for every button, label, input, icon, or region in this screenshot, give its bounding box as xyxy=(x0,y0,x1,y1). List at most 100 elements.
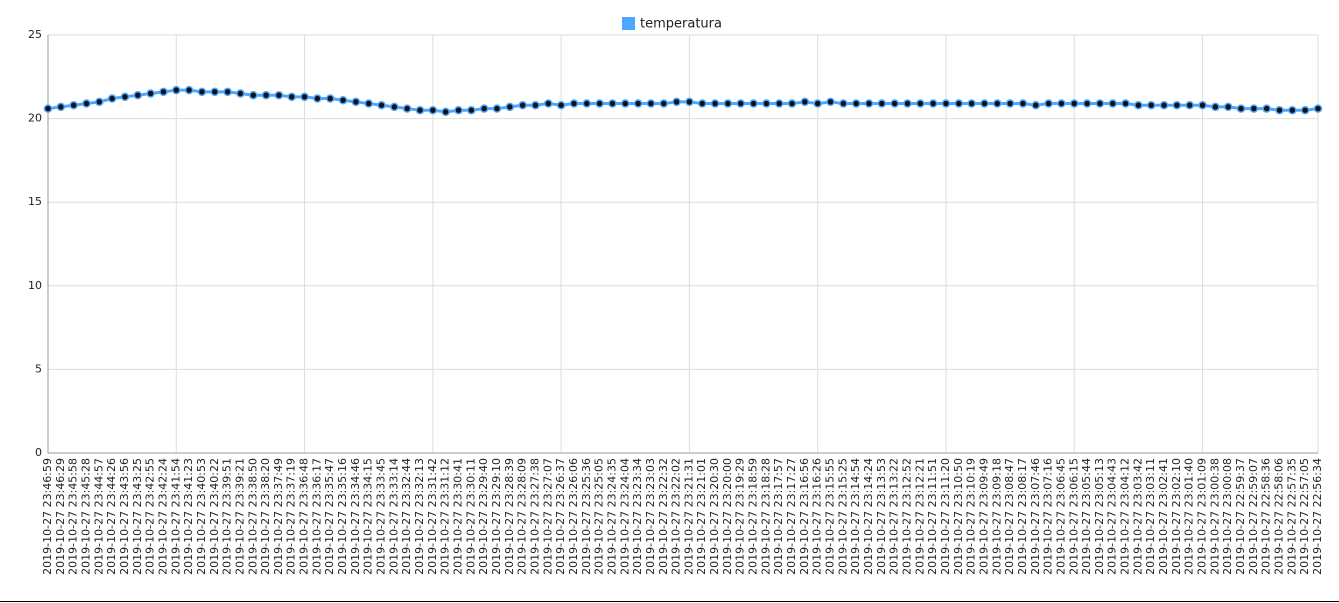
data-point xyxy=(107,94,117,103)
x-tick-label: 2019-10-27 23:12:52 xyxy=(900,458,913,575)
data-point xyxy=(492,104,502,113)
data-point xyxy=(569,99,579,108)
x-tick-label: 2019-10-27 23:07:16 xyxy=(1042,458,1055,575)
x-tick-label: 2019-10-27 22:57:05 xyxy=(1298,458,1311,575)
data-point xyxy=(1223,102,1233,112)
data-point xyxy=(1288,105,1297,115)
x-tick-label: 2019-10-27 23:27:07 xyxy=(541,458,554,575)
data-point xyxy=(916,99,925,108)
data-point xyxy=(877,99,887,108)
data-point xyxy=(184,85,194,95)
x-tick-label: 2019-10-27 23:08:47 xyxy=(1003,458,1016,575)
data-point xyxy=(531,100,540,110)
x-tick-label: 2019-10-27 23:14:24 xyxy=(862,458,875,575)
x-tick-label: 2019-10-27 23:35:16 xyxy=(336,458,349,575)
data-point xyxy=(595,99,604,108)
data-point xyxy=(377,100,386,110)
x-tick-label: 2019-10-27 22:58:06 xyxy=(1273,458,1286,575)
x-tick-label: 2019-10-27 23:18:59 xyxy=(747,458,760,575)
data-point xyxy=(313,94,322,103)
x-tick-label: 2019-10-27 23:10:19 xyxy=(965,458,978,575)
x-tick-label: 2019-10-27 23:30:11 xyxy=(464,458,477,575)
x-tick-label: 2019-10-27 23:35:47 xyxy=(323,458,336,575)
data-point xyxy=(993,99,1002,108)
x-tick-label: 2019-10-27 23:30:41 xyxy=(452,458,465,575)
y-tick-label: 0 xyxy=(35,446,42,459)
data-point xyxy=(710,99,720,108)
x-tick-label: 2019-10-27 23:02:41 xyxy=(1157,458,1170,575)
x-tick-label: 2019-10-27 23:25:05 xyxy=(593,458,606,575)
data-point xyxy=(800,97,810,107)
data-point xyxy=(967,99,976,108)
data-point xyxy=(1044,99,1053,108)
x-tick-label: 2019-10-27 23:07:46 xyxy=(1029,458,1042,575)
x-tick-label: 2019-10-27 23:01:40 xyxy=(1183,458,1196,575)
data-point xyxy=(56,102,66,112)
data-point xyxy=(1211,102,1220,112)
data-point xyxy=(621,99,630,108)
x-tick-label: 2019-10-27 23:01:09 xyxy=(1196,458,1209,575)
data-point xyxy=(402,104,412,113)
x-tick-label: 2019-10-27 23:00:38 xyxy=(1208,458,1221,575)
x-tick-label: 2019-10-27 23:06:45 xyxy=(1054,458,1067,575)
x-tick-label: 2019-10-27 23:38:50 xyxy=(246,458,259,575)
data-point xyxy=(441,107,450,117)
x-tick-label: 2019-10-27 23:43:56 xyxy=(118,458,131,575)
data-point xyxy=(1121,99,1130,108)
x-tick-label: 2019-10-27 23:40:53 xyxy=(195,458,208,575)
data-point xyxy=(351,97,361,107)
x-tick-label: 2019-10-27 22:58:36 xyxy=(1260,458,1273,575)
data-point xyxy=(300,92,309,102)
data-point xyxy=(274,90,284,100)
x-tick-label: 2019-10-27 23:43:25 xyxy=(131,458,144,575)
data-point xyxy=(120,92,130,102)
x-tick-label: 2019-10-27 23:44:26 xyxy=(105,458,118,575)
x-tick-label: 2019-10-27 23:09:18 xyxy=(990,458,1003,575)
x-tick-label: 2019-10-27 23:31:42 xyxy=(426,458,439,575)
x-tick-label: 2019-10-27 23:08:17 xyxy=(1016,458,1029,575)
x-tick-label: 2019-10-27 23:26:06 xyxy=(567,458,580,575)
x-tick-label: 2019-10-27 23:40:22 xyxy=(208,458,221,575)
y-tick-label: 20 xyxy=(28,112,42,125)
data-point xyxy=(633,99,643,108)
x-tick-label: 2019-10-27 23:28:09 xyxy=(516,458,529,575)
data-point xyxy=(146,89,155,98)
data-point xyxy=(851,99,861,108)
y-tick-label: 25 xyxy=(28,28,42,41)
x-tick-label: 2019-10-27 23:14:54 xyxy=(849,458,862,575)
data-point xyxy=(826,97,835,107)
data-point xyxy=(1300,105,1310,115)
data-point xyxy=(1262,104,1271,113)
data-point xyxy=(197,87,207,97)
x-tick-label: 2019-10-27 23:37:19 xyxy=(285,458,298,575)
x-tick-label: 2019-10-27 23:06:15 xyxy=(1067,458,1080,575)
x-tick-label: 2019-10-27 23:42:55 xyxy=(144,458,157,575)
x-tick-label: 2019-10-27 23:39:21 xyxy=(233,458,246,575)
data-point xyxy=(697,99,707,108)
x-tick-label: 2019-10-27 23:32:13 xyxy=(413,458,426,575)
data-point xyxy=(82,99,91,108)
x-tick-label: 2019-10-27 23:41:23 xyxy=(182,458,195,575)
data-point xyxy=(646,99,656,108)
x-tick-label: 2019-10-27 23:12:21 xyxy=(913,458,926,575)
x-tick-label: 2019-10-27 23:11:51 xyxy=(926,458,939,575)
x-tick-label: 2019-10-27 23:04:12 xyxy=(1119,458,1132,575)
data-point xyxy=(467,105,476,115)
data-point xyxy=(723,99,733,108)
x-tick-label: 2019-10-27 23:39:51 xyxy=(221,458,234,575)
data-point xyxy=(479,104,489,113)
data-point xyxy=(69,100,78,110)
x-tick-label: 2019-10-27 23:33:14 xyxy=(387,458,400,575)
data-point xyxy=(1082,99,1092,108)
data-point xyxy=(749,99,758,108)
data-point xyxy=(261,90,271,100)
data-point xyxy=(505,102,515,112)
x-tick-label: 2019-10-27 23:22:02 xyxy=(670,458,683,575)
y-tick-label: 10 xyxy=(28,279,42,292)
x-tick-label: 2019-10-27 23:13:22 xyxy=(888,458,901,575)
data-point xyxy=(864,99,874,108)
data-point xyxy=(582,99,592,108)
data-point xyxy=(1134,100,1143,110)
x-tick-label: 2019-10-27 23:21:01 xyxy=(695,458,708,575)
